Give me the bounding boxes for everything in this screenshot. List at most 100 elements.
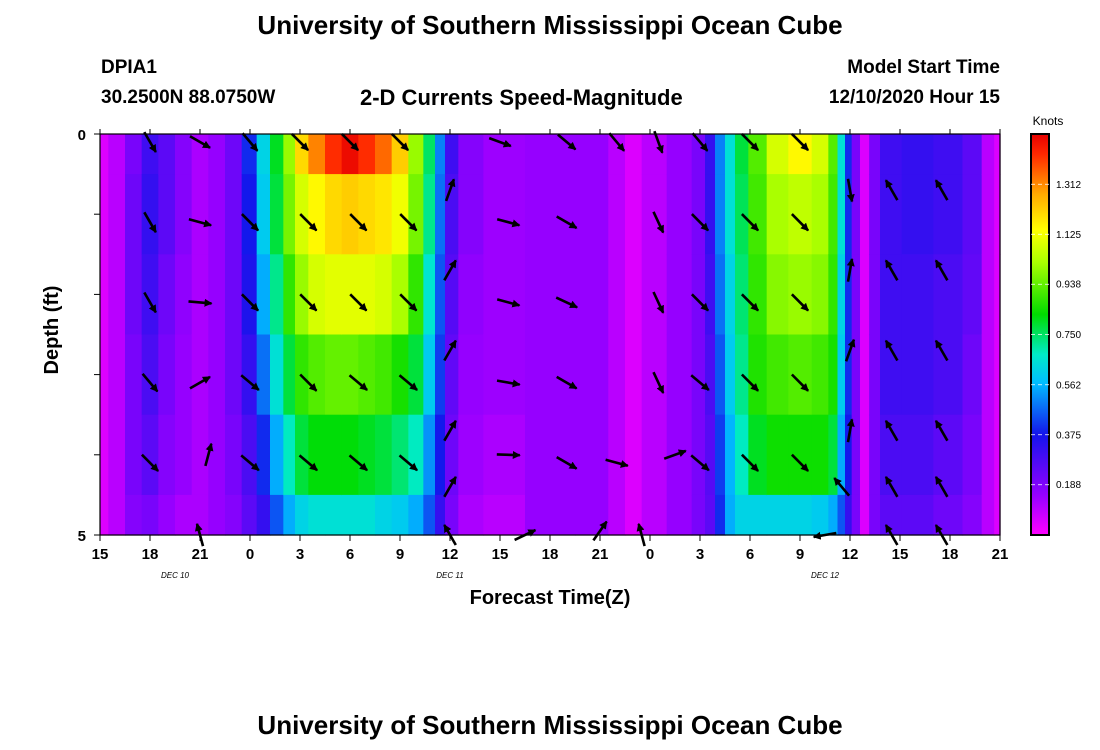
heatmap-cell [483,494,526,536]
current-vector [592,520,608,542]
heatmap-cell [108,494,126,536]
x-tick-label: 6 [346,546,354,563]
heatmap-cell [525,254,576,336]
heatmap-cell [851,134,861,175]
heatmap-cell [241,174,258,255]
y-axis: 05 [78,127,100,545]
x-tick-label: 21 [592,546,609,563]
heatmap-cell [851,174,861,255]
current-vector [690,293,710,312]
current-vector [349,293,368,312]
heatmap-cell [108,414,126,496]
heatmap-cell [125,174,143,255]
heatmap-cell [766,254,789,336]
heatmap-cell [666,254,693,336]
heatmap-cell [901,174,934,255]
x-tick-label: 18 [142,546,159,563]
heatmap-cell [208,174,226,255]
x-tick-label: 18 [542,546,559,563]
heatmap-cell [725,334,736,416]
heatmap-cell [811,134,829,175]
heatmap-cell [483,174,526,255]
heatmap-cell [748,494,768,536]
heatmap-cell [158,494,176,536]
heatmap-cell [225,414,243,496]
heatmap-cell [175,494,193,536]
heatmap-cell [641,494,668,536]
heatmap-cell [100,334,109,416]
heatmap-cell [458,334,484,416]
heatmap-cell [933,334,964,416]
heatmap-cell [860,494,870,536]
heatmap-cell [608,174,626,255]
current-vector [653,130,664,154]
heatmap-cell [158,254,176,336]
heatmap-cell [811,174,829,255]
heatmap-cell [788,414,813,496]
heatmap-cell [837,174,846,255]
heatmap-cell [869,414,881,496]
heatmap-cell [845,254,853,336]
heatmap-cell [845,334,853,416]
heatmap-cell [575,334,609,416]
current-vector [555,296,579,309]
colorbar-tick-label: 1.125 [1056,230,1081,241]
current-vector [496,379,521,388]
heatmap-cell [880,414,903,496]
heatmap-cell [191,174,209,255]
heatmap-cell [880,254,903,336]
heatmap-cell [641,414,668,496]
current-vector [299,213,318,232]
heatmap-cell [691,414,706,496]
current-vector [636,522,646,547]
heatmap-cell [625,134,643,175]
heatmap-cell [295,414,309,496]
heatmap-cell [283,134,296,175]
heatmap-cell [880,174,903,255]
heatmap-cell [256,134,271,175]
heatmap-cell [608,254,626,336]
colorbar-tick-label: 0.375 [1056,430,1081,441]
current-vector [240,454,260,472]
heatmap-cell [625,254,643,336]
heatmap-cell [962,174,983,255]
colorbar-tick-label: 0.562 [1056,380,1081,391]
heatmap-cell [158,134,176,175]
heatmap-cell [208,254,226,336]
date-labels: DEC 10 DEC 11 DEC 12 [161,571,840,580]
heatmap-cell [788,494,813,536]
x-tick-label: 9 [396,546,404,563]
current-vector [143,291,157,314]
heatmap-cell [358,254,376,336]
x-tick-label: 3 [296,546,304,563]
heatmap-cell [860,414,870,496]
heatmap-cell [391,134,409,175]
heatmap-cell [715,134,726,175]
current-vector [444,178,456,202]
heatmap-cell [270,414,284,496]
heatmap-cell [705,414,716,496]
heatmap-cell [375,174,393,255]
heatmap-cell [408,334,424,416]
current-vector [934,476,949,498]
heatmap-cell [191,334,209,416]
heatmap-cell [208,134,226,175]
current-vector [652,211,665,234]
heatmap-cell [225,334,243,416]
heatmap-cell [608,134,626,175]
heatmap-cell [241,334,258,416]
heatmap-cell [625,414,643,496]
heatmap-cell [981,334,995,416]
x-tick-label: 6 [746,546,754,563]
heatmap-cell [715,334,726,416]
heatmap-cell [375,134,393,175]
heatmap-cell [408,254,424,336]
model-start-time: 12/10/2020 Hour 15 [828,87,1000,108]
heatmap-cell [256,174,271,255]
current-vector [790,132,810,152]
heatmap-cell [981,414,995,496]
heatmap-cell [191,414,209,496]
current-vector [298,454,318,472]
page-title: University of Southern Mississippi Ocean… [257,10,843,40]
